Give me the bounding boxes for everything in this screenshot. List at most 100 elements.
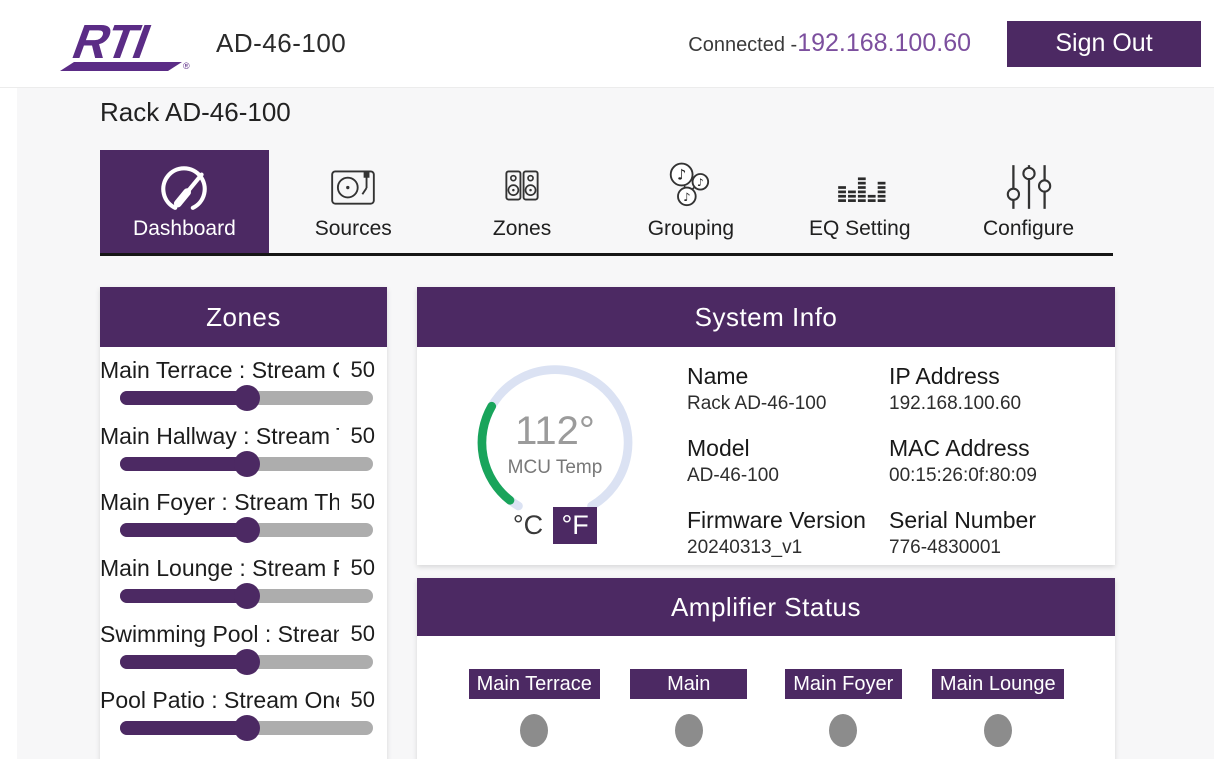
main-area: Rack AD-46-100 Dashboard [17,88,1214,759]
zone-label: Main Foyer : Stream Three [100,488,339,515]
slider-thumb[interactable] [233,451,260,477]
zones-panel: Zones Main Terrace : Stream One 50 Main … [100,287,387,759]
turntable-icon [328,159,378,215]
gauge-arc-icon [477,365,633,511]
amplifier-list: Main Terrace Main Main Foyer Main Lounge [417,636,1115,747]
amplifier-cell: Main Lounge [921,669,1076,747]
zone-label: Pool Patio : Stream One [100,686,339,713]
slider-fill [120,457,247,471]
field-label: IP Address [889,363,1000,389]
field-value: AD-46-100 [687,465,779,486]
celsius-toggle[interactable]: °C [512,510,544,540]
svg-text:RTI: RTI [65,14,156,68]
amplifier-status-dot [674,714,703,747]
zone-volume-slider[interactable] [120,583,373,609]
zone-row: Pool Patio : Stream One 50 [100,685,387,741]
system-info-fields: Name Rack AD-46-100 IP Address 192.168.1… [687,357,1085,559]
tab-bar: Dashboard Sources [100,150,1113,256]
tab-label: Zones [492,217,552,240]
tab-zones[interactable]: Zones [438,150,607,253]
mcu-temp-label: MCU Temp [507,457,603,478]
zone-volume-slider[interactable] [120,385,373,411]
amplifier-status-dot [983,714,1012,747]
tab-configure[interactable]: Configure [944,150,1113,253]
amplifier-status-panel: Amplifier Status Main Terrace Main Main … [417,578,1115,759]
field-value: 00:15:26:0f:80:09 [889,465,1037,486]
tab-eq-setting[interactable]: EQ Setting [775,150,944,253]
slider-fill [120,523,247,537]
svg-text:♪: ♪ [677,167,686,184]
zone-volume-slider[interactable] [120,517,373,543]
zone-volume-value: 50 [350,489,375,514]
slider-thumb[interactable] [233,649,260,675]
dashboard-content: Zones Main Terrace : Stream One 50 Main … [100,287,1214,759]
rti-logo-icon: RTI ® [60,14,190,71]
amplifier-zone-badge: Main [630,669,748,699]
zone-row: Main Terrace : Stream One 50 [100,355,387,411]
zone-volume-value: 50 [350,687,375,712]
zone-volume-slider[interactable] [120,451,373,477]
field-label: Serial Number [889,507,1036,533]
amplifier-status-dot [520,714,549,747]
page-title: Rack AD-46-100 [100,97,291,127]
gauge-icon [155,159,213,215]
zone-row: Main Foyer : Stream Three 50 [100,487,387,543]
sign-out-button[interactable]: Sign Out [1007,20,1201,67]
field-label: Firmware Version [687,507,866,533]
amplifier-status-dot [829,714,858,747]
connection-status: Connected - 192.168.100.60 [688,29,971,58]
svg-text:♪: ♪ [697,177,704,189]
slider-thumb[interactable] [233,385,260,411]
tab-sources[interactable]: Sources [269,150,438,253]
zone-label: Main Hallway : Stream Two [100,422,339,449]
zone-list: Main Terrace : Stream One 50 Main Hallwa… [100,347,387,741]
amplifier-zone-badge: Main Foyer [784,669,902,699]
tab-label: EQ Setting [808,217,911,240]
slider-thumb[interactable] [233,583,260,609]
field-label: Model [687,435,750,461]
zone-volume-value: 50 [350,621,375,646]
tab-label: Sources [314,217,392,240]
slider-fill [120,655,247,669]
amplifier-cell: Main [612,669,767,747]
system-info-field: Firmware Version 20240313_v1 [687,507,889,559]
zone-volume-slider[interactable] [120,649,373,675]
amplifier-status-title: Amplifier Status [417,578,1115,636]
field-label: Name [687,363,749,389]
zone-label: Main Lounge : Stream Four [100,554,339,581]
fahrenheit-toggle[interactable]: °F [553,507,598,544]
system-info-panel: System Info 112° MCU Temp °C °F [417,287,1115,565]
system-info-title: System Info [417,287,1115,347]
system-info-field: Model AD-46-100 [687,435,889,487]
system-info-body: 112° MCU Temp °C °F Name Rack AD-46-100 … [417,347,1115,559]
field-value: 20240313_v1 [687,537,803,558]
tab-label: Configure [983,217,1075,240]
zone-label: Main Terrace : Stream One [100,356,339,383]
zone-label: Swimming Pool : Stream Five [100,620,339,647]
slider-thumb[interactable] [233,517,260,543]
zone-volume-value: 50 [350,423,375,448]
tab-dashboard[interactable]: Dashboard [100,150,269,253]
amplifier-zone-badge: Main Lounge [931,669,1064,699]
slider-thumb[interactable] [233,715,260,741]
field-value: 192.168.100.60 [889,393,1022,414]
zones-panel-title: Zones [100,287,387,347]
zone-row: Swimming Pool : Stream Five 50 [100,619,387,675]
slider-fill [120,589,247,603]
tab-grouping[interactable]: ♪ ♪ ♪ Grouping [606,150,775,253]
zone-row: Main Hallway : Stream Two 50 [100,421,387,477]
tab-label: Dashboard [133,217,236,240]
svg-text:®: ® [183,61,190,71]
amplifier-cell: Main Terrace [457,669,612,747]
speakers-icon [497,159,547,215]
connected-ip: 192.168.100.60 [797,29,971,57]
slider-fill [120,721,247,735]
system-info-field: Serial Number 776-4830001 [889,507,1085,559]
mcu-temp-gauge: 112° MCU Temp °C °F [457,357,653,559]
zone-volume-slider[interactable] [120,715,373,741]
right-column: System Info 112° MCU Temp °C °F [417,287,1115,759]
system-info-field: IP Address 192.168.100.60 [889,363,1085,415]
mcu-temp-value: 112° [515,409,595,453]
tab-label: Grouping [647,217,735,240]
amplifier-cell: Main Foyer [766,669,921,747]
